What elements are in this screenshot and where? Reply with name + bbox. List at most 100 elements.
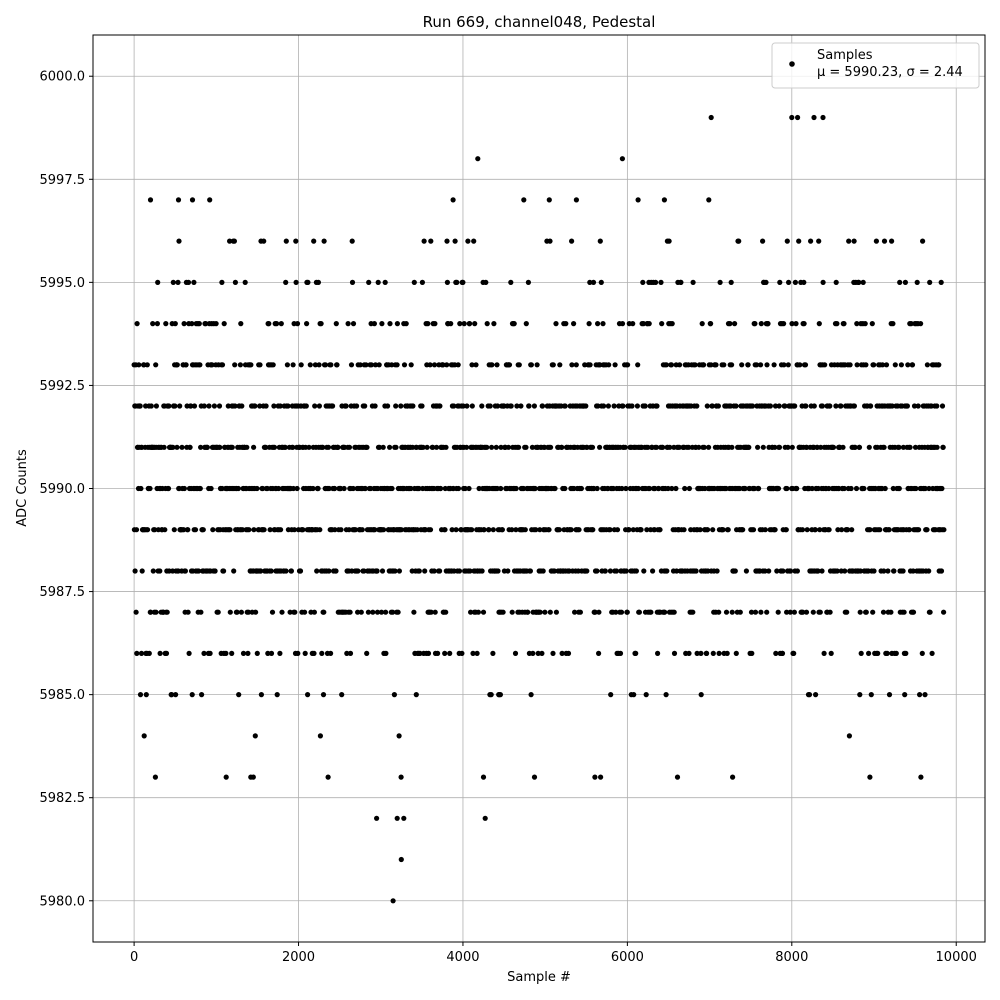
data-point — [458, 527, 464, 533]
data-point — [198, 444, 204, 450]
data-point — [221, 568, 227, 574]
data-point — [257, 362, 263, 368]
data-point — [489, 362, 495, 368]
data-point — [258, 692, 264, 698]
data-point — [622, 444, 628, 450]
data-point — [772, 444, 778, 450]
data-point — [897, 279, 903, 285]
data-point — [929, 650, 935, 657]
data-point — [347, 609, 353, 615]
data-point — [206, 403, 212, 409]
data-point — [885, 568, 891, 574]
data-point — [583, 403, 589, 409]
data-point — [686, 485, 693, 492]
data-point — [403, 321, 409, 327]
data-point — [177, 403, 183, 409]
data-point — [148, 609, 154, 615]
data-point — [755, 444, 761, 450]
data-point — [257, 403, 263, 409]
data-point-outlier — [546, 197, 552, 203]
data-point — [598, 279, 604, 285]
data-point — [900, 444, 907, 450]
data-point — [321, 609, 327, 615]
data-point — [293, 238, 299, 244]
data-point — [861, 485, 867, 492]
data-point — [867, 527, 873, 533]
data-point — [181, 321, 187, 327]
data-point — [410, 403, 416, 409]
data-point — [157, 650, 163, 657]
data-point — [207, 650, 213, 657]
data-point — [732, 321, 738, 327]
data-point — [586, 321, 592, 327]
data-point — [781, 321, 787, 327]
data-point — [578, 485, 585, 492]
data-point — [569, 238, 575, 244]
data-point — [420, 444, 426, 450]
data-point — [437, 568, 443, 574]
data-point — [597, 238, 603, 244]
data-point — [427, 527, 434, 533]
data-point — [696, 444, 702, 450]
data-point — [398, 403, 404, 409]
data-point — [934, 403, 940, 409]
data-point — [607, 568, 614, 574]
data-point — [819, 568, 825, 574]
data-point — [440, 362, 446, 368]
data-point — [839, 527, 845, 533]
data-point-outlier — [521, 197, 527, 203]
data-point — [605, 403, 612, 409]
data-point — [175, 279, 181, 285]
data-point — [940, 444, 946, 450]
data-point-outlier — [730, 774, 736, 780]
data-point — [186, 650, 192, 657]
data-point — [346, 444, 353, 450]
data-point — [608, 692, 614, 698]
data-point — [797, 362, 803, 368]
data-point — [303, 403, 309, 409]
data-point — [464, 403, 470, 409]
data-point — [708, 321, 714, 327]
data-point — [889, 403, 895, 409]
data-point — [171, 527, 177, 533]
x-tick-label: 6000 — [611, 950, 644, 965]
data-point — [345, 321, 351, 327]
data-point — [846, 238, 852, 244]
data-point — [915, 403, 921, 409]
data-point — [431, 568, 437, 574]
data-point — [239, 403, 245, 409]
data-point — [472, 321, 478, 327]
data-point — [646, 321, 652, 327]
data-point — [762, 568, 768, 574]
data-point — [364, 444, 370, 450]
data-point — [469, 527, 475, 533]
data-point — [231, 238, 237, 244]
data-point — [326, 485, 332, 492]
data-point — [362, 485, 368, 492]
data-point — [811, 403, 817, 409]
data-point — [802, 362, 809, 368]
data-point — [421, 238, 427, 244]
data-point — [174, 362, 180, 368]
data-point — [902, 692, 908, 698]
data-point — [576, 527, 582, 533]
data-point — [860, 279, 866, 285]
data-point — [334, 362, 340, 368]
data-point — [378, 609, 385, 615]
data-point — [266, 321, 272, 327]
data-point — [922, 485, 928, 492]
data-point — [261, 238, 267, 244]
data-point — [701, 444, 707, 450]
data-point — [551, 568, 558, 574]
data-point — [828, 650, 834, 657]
data-point — [794, 568, 801, 574]
data-point — [294, 485, 300, 492]
data-point — [851, 238, 857, 244]
data-point — [393, 444, 399, 450]
data-point — [810, 609, 816, 615]
data-point — [213, 321, 219, 327]
data-point — [320, 444, 326, 450]
data-point — [816, 321, 822, 327]
x-tick-label: 4000 — [446, 950, 479, 965]
data-point — [896, 444, 902, 450]
